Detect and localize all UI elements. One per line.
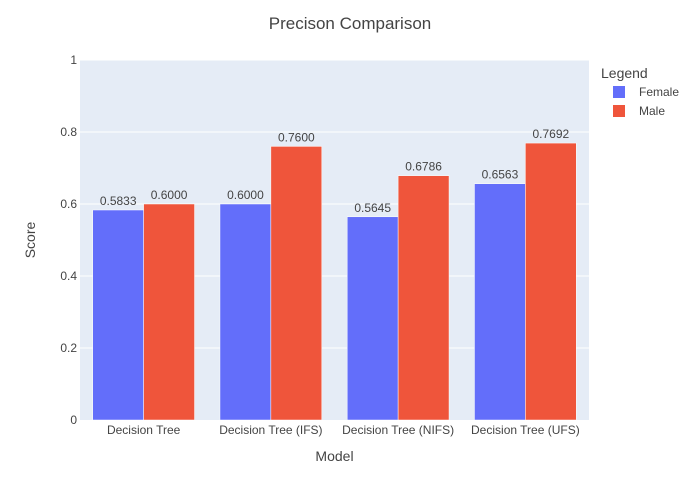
data-label: 0.5833 [100,194,137,208]
data-label: 0.7600 [278,130,315,144]
bar-female-1 [219,203,272,421]
y-tick-label: 0.6 [60,197,77,211]
legend-swatch [613,86,625,98]
data-label: 0.6786 [405,160,442,174]
legend: Legend Female Male [601,65,679,118]
x-tick-label: Decision Tree (UFS) [471,423,580,437]
data-label: 0.5645 [354,201,391,215]
y-tick-label: 0.4 [60,269,77,283]
data-labels: 0.5833 0.6000 0.6000 0.7600 0.5645 0.6786 0.65… [100,127,570,215]
y-axis-title: Score [22,222,38,259]
legend-label: Female [639,85,679,99]
x-tick-label: Decision Tree [107,423,181,437]
data-label: 0.6563 [482,168,519,182]
bar-male-2 [397,175,450,421]
bar-male-1 [270,146,323,421]
bar-male-3 [525,142,577,421]
y-tick-label: 0.2 [60,341,77,355]
x-tick-label: Decision Tree (IFS) [219,423,322,437]
bar-male-0 [143,203,195,421]
legend-title: Legend [601,65,648,81]
bar-female-3 [474,183,526,421]
legend-swatch [613,105,625,117]
x-axis-ticks: Decision Tree Decision Tree (IFS) Decision… [107,423,580,437]
x-axis-title: Model [315,448,353,464]
y-axis-ticks: 0 0.2 0.4 0.6 0.8 1 [60,53,77,427]
chart-title: Precison Comparison [269,14,432,33]
x-tick-label: Decision Tree (NIFS) [342,423,454,437]
legend-items: Female Male [613,85,679,118]
data-label: 0.6000 [227,188,264,202]
bar-female-0 [92,209,144,421]
data-label: 0.6000 [151,188,188,202]
y-tick-label: 1 [70,53,77,67]
data-label: 0.7692 [532,127,569,141]
y-tick-label: 0 [70,413,77,427]
y-tick-label: 0.8 [60,125,77,139]
bars [92,142,577,421]
legend-label: Male [639,104,665,118]
bar-female-2 [346,216,399,421]
